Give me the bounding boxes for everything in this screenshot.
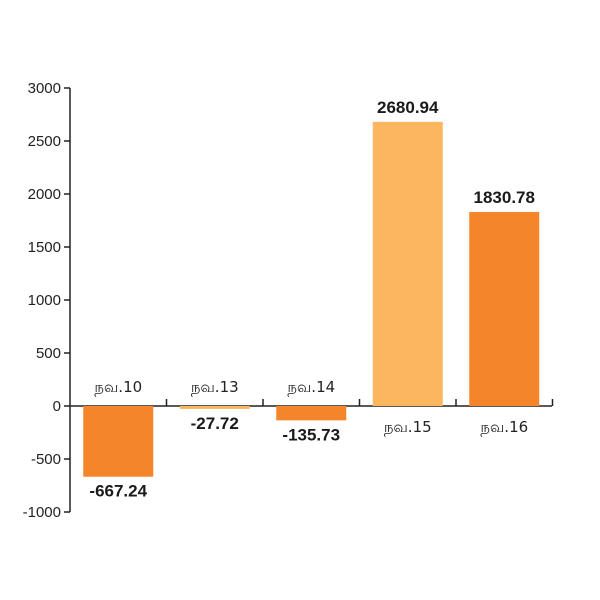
y-tick-label: 0 xyxy=(53,398,61,415)
value-label: 2680.94 xyxy=(377,98,439,117)
y-tick-label: 500 xyxy=(36,345,61,362)
category-labels: நவ.10 நவ.13 நவ.14 நவ.15 நவ.16 xyxy=(94,378,528,436)
bar xyxy=(179,406,250,409)
value-label: -667.24 xyxy=(89,482,147,501)
bar xyxy=(276,406,347,421)
category-label: நவ.14 xyxy=(287,378,335,396)
y-tick-label: 2000 xyxy=(28,186,61,203)
category-label: நவ.16 xyxy=(480,418,528,436)
value-label: -27.72 xyxy=(191,414,239,433)
bar xyxy=(83,406,154,477)
category-label: நவ.15 xyxy=(384,418,432,436)
y-tick-label: 1500 xyxy=(28,239,61,256)
bars xyxy=(83,121,540,477)
y-tick-label: 2500 xyxy=(28,133,61,150)
value-label: 1830.78 xyxy=(474,188,535,207)
category-label: நவ.13 xyxy=(191,378,239,396)
bar xyxy=(469,211,540,406)
y-tick-label: 1000 xyxy=(28,292,61,309)
category-label: நவ.10 xyxy=(94,378,142,396)
y-tick-label: -1000 xyxy=(23,504,61,521)
bar xyxy=(372,121,443,406)
value-label: -135.73 xyxy=(282,425,340,444)
y-tick-label: 3000 xyxy=(28,80,61,97)
y-tick-label: -500 xyxy=(31,451,61,468)
y-axis: -1000 -500 0 500 1000 1500 2000 2500 3000 xyxy=(23,80,71,521)
value-labels: -667.24 -27.72 -135.73 2680.94 1830.78 xyxy=(89,98,535,501)
